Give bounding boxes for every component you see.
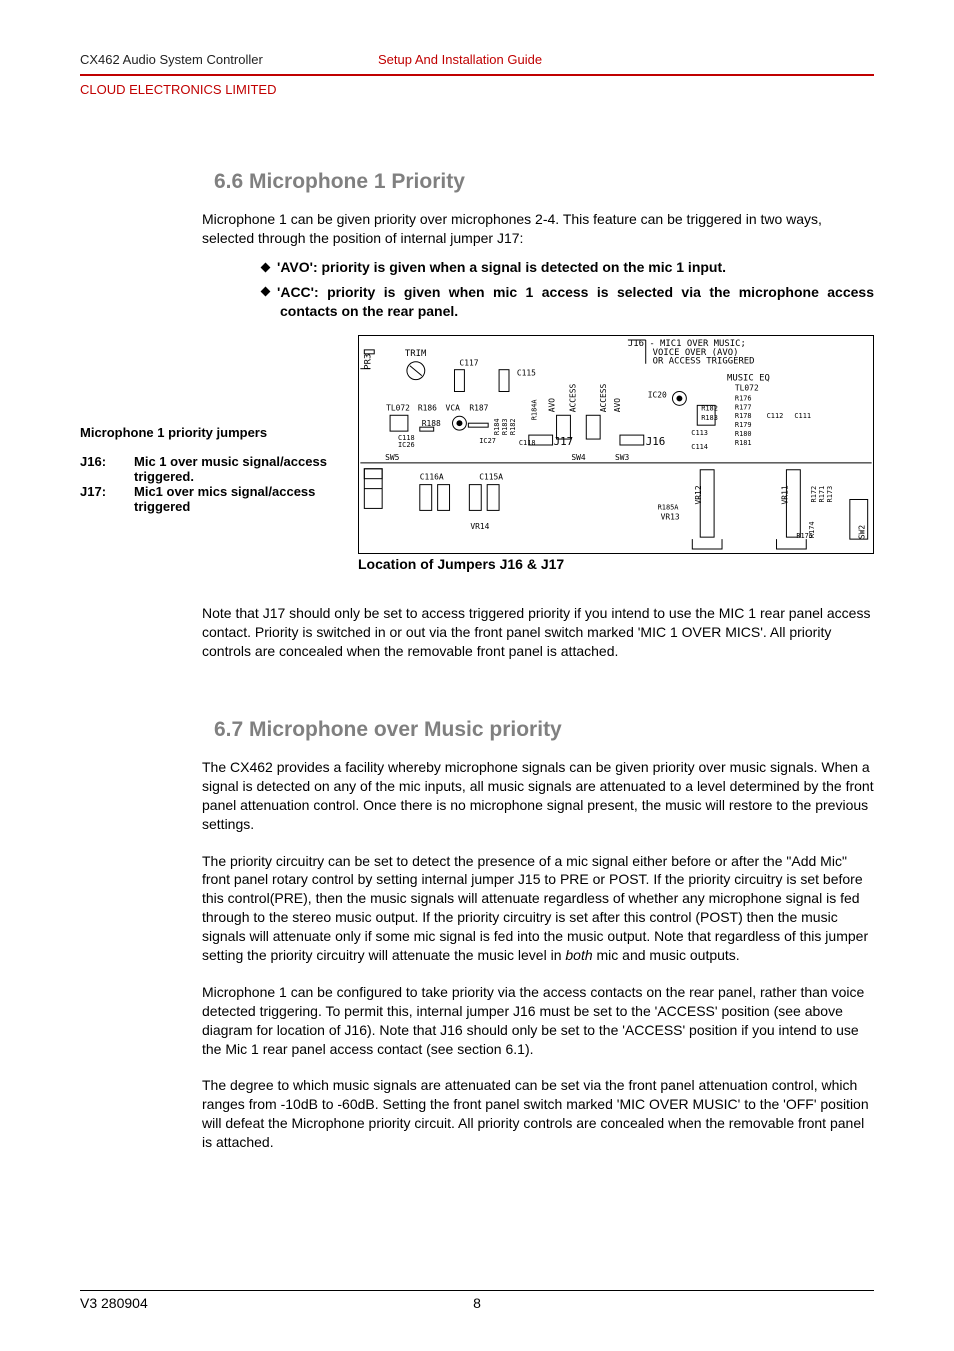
diamond-icon bbox=[261, 262, 271, 272]
pcb-vr13: VR13 bbox=[661, 512, 680, 521]
pcb-j17: J17 bbox=[554, 435, 574, 448]
brand-line: CLOUD ELECTRONICS LIMITED bbox=[80, 82, 276, 97]
pcb-diagram: J16 - MIC1 OVER MUSIC; VOICE OVER (AVO) … bbox=[358, 335, 874, 554]
pcb-r184: R184 bbox=[493, 418, 501, 435]
pcb-r173: R173 bbox=[826, 486, 834, 503]
section-6-7-p4: The degree to which music signals are at… bbox=[80, 1076, 874, 1152]
section-6-6: 6.6 Microphone 1 Priority Microphone 1 c… bbox=[80, 170, 874, 326]
pcb-sw4: SW4 bbox=[571, 453, 586, 462]
pcb-r182b: R182 bbox=[701, 404, 718, 412]
svg-text:R184A: R184A bbox=[531, 399, 539, 421]
footer-page-number: 8 bbox=[0, 1295, 954, 1311]
pcb-c118: C118 bbox=[519, 439, 536, 447]
p2b: mic and music outputs. bbox=[593, 947, 740, 963]
pcb-r181: R181 bbox=[735, 439, 752, 447]
pcb-c115a: C115A bbox=[479, 473, 503, 482]
pcb-acc2: ACCESS bbox=[599, 383, 608, 412]
pcb-acc1: ACCESS bbox=[568, 383, 577, 412]
pcb-ic27: IC27 bbox=[479, 437, 496, 445]
pcb-sw2: SW2 bbox=[858, 525, 867, 540]
bullet-1: 'AVO': priority is given when a signal i… bbox=[270, 258, 874, 277]
jumper-sidebar: Microphone 1 priority jumpers J16: Mic 1… bbox=[80, 425, 340, 514]
sidebar-j16-label: J16: bbox=[80, 454, 134, 484]
section-6-6-intro: Microphone 1 can be given priority over … bbox=[80, 210, 874, 248]
pcb-r188: R188 bbox=[422, 419, 441, 428]
pcb-r186: R186 bbox=[418, 403, 437, 412]
pcb-vr12: VR12 bbox=[694, 485, 703, 504]
pcb-ic26: IC26 bbox=[398, 441, 415, 449]
bullet-2: 'ACC': priority is given when mic 1 acce… bbox=[270, 283, 874, 321]
header-doc-title: Setup And Installation Guide bbox=[378, 52, 542, 67]
pcb-j16: J16 bbox=[646, 435, 666, 448]
pcb-avo2: AVO bbox=[613, 398, 622, 413]
pcb-vr14: VR14 bbox=[470, 522, 489, 531]
pcb-tl072b: TL072 bbox=[735, 383, 759, 392]
pcb-r182: R182 bbox=[509, 418, 517, 435]
pcb-vr11: VR11 bbox=[780, 485, 789, 504]
diamond-icon bbox=[261, 287, 271, 297]
pcb-r172: R172 bbox=[810, 486, 818, 503]
footer-divider bbox=[80, 1290, 874, 1291]
pcb-c111: C111 bbox=[794, 412, 811, 420]
section-6-7-title: 6.7 Microphone over Music priority bbox=[80, 718, 874, 742]
sidebar-row-j17: J17: Mic1 over mics signal/access trigge… bbox=[80, 484, 340, 514]
pcb-vca: VCA bbox=[446, 403, 461, 412]
sidebar-row-j16: J16: Mic 1 over music signal/access trig… bbox=[80, 454, 340, 484]
pcb-tl072: TL072 bbox=[386, 403, 410, 412]
pcb-r176: R176 bbox=[735, 394, 752, 402]
header-product: CX462 Audio System Controller bbox=[80, 52, 263, 67]
section-6-6-title: 6.6 Microphone 1 Priority bbox=[80, 170, 874, 194]
p2a: The priority circuitry can be set to det… bbox=[202, 853, 868, 963]
section-6-7-p2: The priority circuitry can be set to det… bbox=[80, 852, 874, 965]
sidebar-j17-desc: Mic1 over mics signal/access triggered bbox=[134, 484, 340, 514]
p2i: both bbox=[565, 947, 592, 963]
pcb-ic20: IC20 bbox=[648, 390, 667, 399]
bullet-block: 'AVO': priority is given when a signal i… bbox=[80, 258, 874, 321]
pcb-r177: R177 bbox=[735, 403, 752, 411]
header-divider bbox=[80, 74, 874, 76]
bullet-2-text: 'ACC': priority is given when mic 1 acce… bbox=[277, 284, 874, 319]
pcb-sw3: SW3 bbox=[615, 453, 630, 462]
pcb-c116a: C116A bbox=[420, 473, 444, 482]
svg-text:R183: R183 bbox=[701, 414, 718, 422]
pcb-c112: C112 bbox=[767, 412, 784, 420]
sidebar-j16-desc: Mic 1 over music signal/access triggered… bbox=[134, 454, 340, 484]
sidebar-title: Microphone 1 priority jumpers bbox=[80, 425, 340, 440]
pcb-r180: R180 bbox=[735, 430, 752, 438]
pcb-r171: R171 bbox=[818, 486, 826, 503]
sidebar-j17-label: J17: bbox=[80, 484, 134, 514]
pcb-r178: R178 bbox=[735, 412, 752, 420]
section-6-7-p1: The CX462 provides a facility whereby mi… bbox=[80, 758, 874, 834]
pcb-trim: TRIM bbox=[405, 349, 426, 359]
pcb-pr3: PR3 bbox=[363, 354, 373, 370]
figure-block: J16 - MIC1 OVER MUSIC; VOICE OVER (AVO) … bbox=[358, 335, 874, 572]
section-6-7: 6.7 Microphone over Music priority The C… bbox=[80, 718, 874, 1170]
pcb-musiceq: MUSIC EQ bbox=[727, 374, 770, 384]
pcb-hdr3: OR ACCESS TRIGGERED bbox=[653, 357, 755, 367]
pcb-sw5: SW5 bbox=[385, 453, 400, 462]
para-after-figure: Note that J17 should only be set to acce… bbox=[80, 604, 874, 661]
section-6-7-p3: Microphone 1 can be configured to take p… bbox=[80, 983, 874, 1059]
pcb-c117: C117 bbox=[459, 359, 478, 368]
bullet-1-text: 'AVO': priority is given when a signal i… bbox=[277, 259, 726, 275]
pcb-r187: R187 bbox=[469, 403, 488, 412]
after-fig-text: Note that J17 should only be set to acce… bbox=[80, 604, 874, 661]
pcb-r183: R183 bbox=[501, 418, 509, 435]
pcb-avo1: AVO bbox=[548, 398, 557, 413]
figure-caption: Location of Jumpers J16 & J17 bbox=[358, 556, 874, 572]
pcb-c113: C113 bbox=[691, 429, 708, 437]
pcb-r185a: R185A bbox=[658, 503, 680, 511]
pcb-c114: C114 bbox=[691, 443, 708, 451]
svg-text:R174: R174 bbox=[808, 521, 816, 538]
pcb-r179: R179 bbox=[735, 421, 752, 429]
pcb-c115: C115 bbox=[517, 369, 536, 378]
